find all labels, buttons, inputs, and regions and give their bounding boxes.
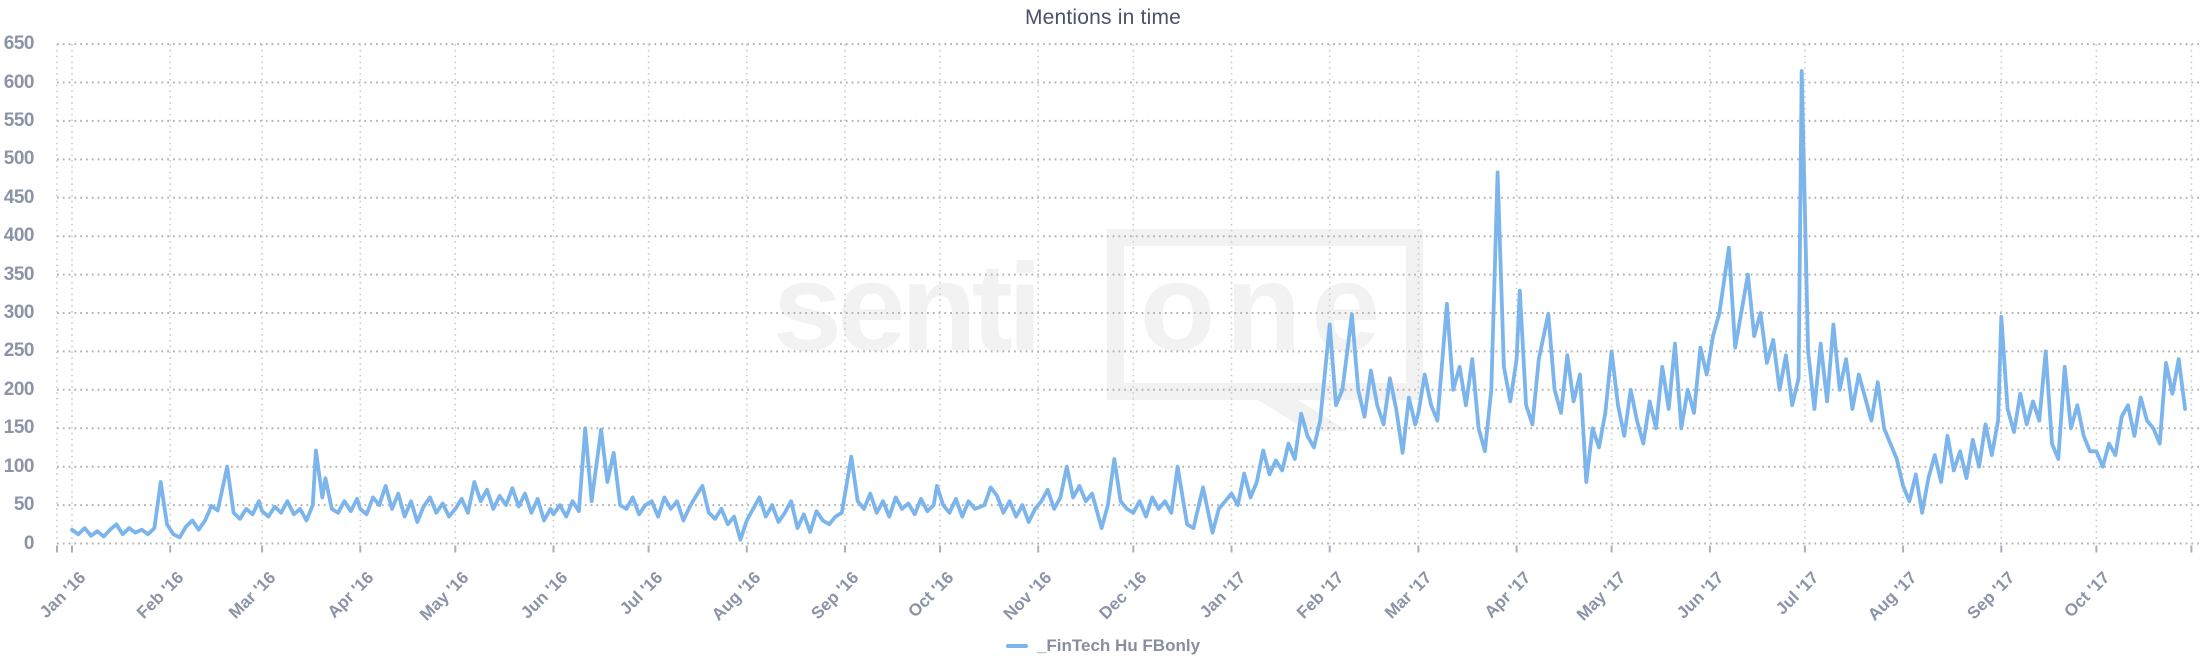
series-line-fintech[interactable] <box>70 69 2188 542</box>
y-tick-label: 400 <box>3 225 35 247</box>
y-tick-label: 650 <box>3 33 35 55</box>
y-tick-label: 150 <box>3 417 35 439</box>
legend-item-fintech[interactable]: _FinTech Hu FBonly <box>0 636 2206 656</box>
y-tick-label: 100 <box>3 455 35 477</box>
watermark-text-senti: senti <box>773 239 1042 377</box>
legend-label: _FinTech Hu FBonly <box>1036 636 1201 655</box>
y-tick-label: 600 <box>3 71 35 93</box>
chart-title: Mentions in time <box>1024 6 1182 29</box>
y-tick-label: 500 <box>3 148 35 170</box>
y-tick-label: 250 <box>3 340 35 362</box>
y-tick-label: 300 <box>3 302 35 323</box>
watermark-text-one: one <box>1139 238 1391 377</box>
legend-marker <box>1005 644 1028 648</box>
watermark-bubble-box: one <box>1107 229 1423 400</box>
y-tick-label: 200 <box>3 378 35 400</box>
y-tick-label: 0 <box>23 532 35 554</box>
y-tick-label: 50 <box>13 494 35 516</box>
y-tick-label: 350 <box>3 263 35 285</box>
y-tick-label: 550 <box>3 109 35 131</box>
y-tick-label: 450 <box>3 186 35 208</box>
